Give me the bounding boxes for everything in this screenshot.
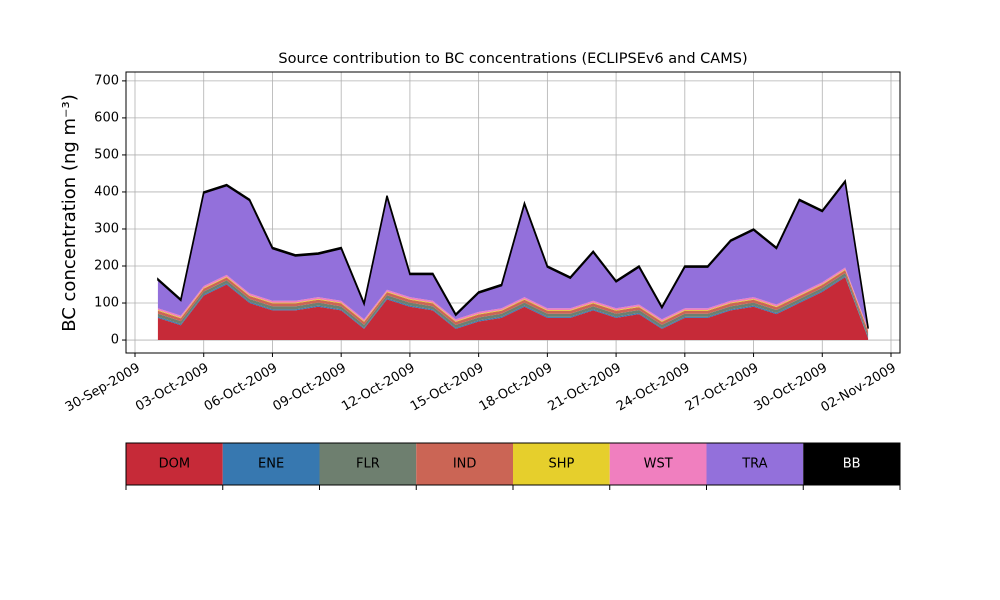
y-axis-label: BC concentration (ng m⁻³) — [59, 94, 80, 332]
x-tick-label: 30-Sep-2009 — [63, 361, 143, 416]
legend-label: BB — [843, 457, 861, 472]
area — [157, 181, 869, 329]
legend-label: WST — [644, 457, 673, 472]
legend-label: ENE — [258, 457, 284, 472]
x-tick-label: 15-Oct-2009 — [408, 361, 486, 415]
y-tick-label: 600 — [94, 110, 119, 125]
area — [157, 179, 869, 329]
legend-frame — [125, 442, 901, 486]
area — [157, 277, 869, 341]
legend-swatch — [609, 443, 707, 485]
x-tick-label: 24-Oct-2009 — [614, 361, 692, 415]
legend-label: FLR — [356, 457, 380, 472]
x-tick-label: 18-Oct-2009 — [477, 361, 555, 415]
y-tick-label: 300 — [94, 221, 119, 236]
x-tick-label: 27-Oct-2009 — [683, 361, 761, 415]
legend-label: DOM — [159, 457, 190, 472]
y-tick-label: 500 — [94, 147, 119, 162]
legend-label: SHP — [548, 457, 574, 472]
x-tick-label: 03-Oct-2009 — [133, 361, 211, 415]
legend-swatch — [513, 443, 610, 485]
y-tick-label: 200 — [94, 258, 119, 273]
x-tick-label: 12-Oct-2009 — [339, 361, 417, 415]
legend-swatch — [416, 443, 513, 485]
y-tick-label: 0 — [111, 333, 119, 348]
y-tick-label: 700 — [94, 73, 119, 88]
legend-swatch — [222, 443, 320, 485]
x-tick-label: 30-Oct-2009 — [752, 361, 830, 415]
legend-swatch — [706, 443, 804, 485]
x-tick-label: 06-Oct-2009 — [202, 361, 280, 415]
y-tick-label: 400 — [94, 184, 119, 199]
legend-swatch — [319, 443, 417, 485]
legend-label: IND — [453, 457, 477, 472]
x-tick-label: 09-Oct-2009 — [271, 361, 349, 415]
x-tick-label: 21-Oct-2009 — [545, 361, 623, 415]
legend-label: TRA — [741, 457, 767, 472]
chart-title: Source contribution to BC concentrations… — [278, 51, 747, 67]
legend-swatch — [803, 443, 900, 485]
y-tick-label: 100 — [94, 296, 119, 311]
legend-swatch — [126, 443, 223, 485]
plot-frame — [125, 71, 901, 354]
x-tick-label: 02-Nov-2009 — [818, 361, 898, 416]
